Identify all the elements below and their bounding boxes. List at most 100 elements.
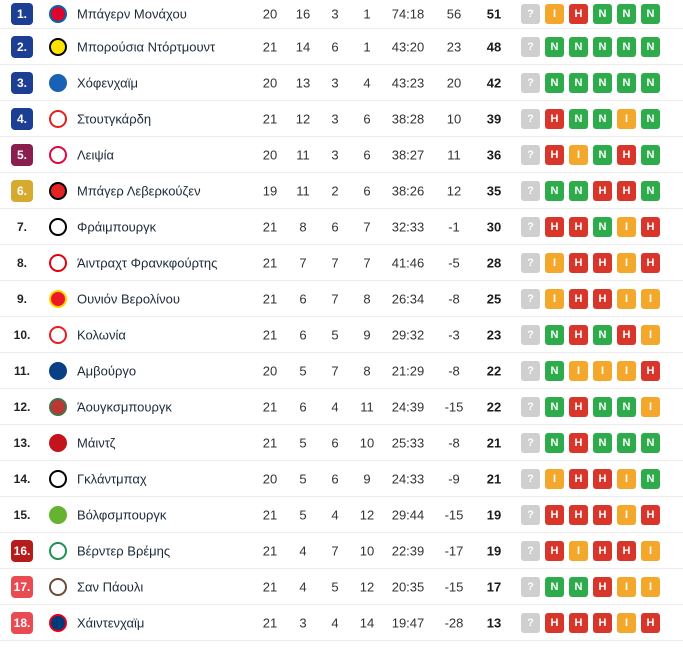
form-result-badge[interactable]: N xyxy=(545,72,564,93)
form-result-badge[interactable]: N xyxy=(593,4,612,24)
form-result-badge[interactable]: I xyxy=(617,612,636,633)
form-result-badge[interactable]: H xyxy=(593,504,612,525)
team-name-link[interactable]: Γκλάντμπαχ xyxy=(77,471,147,486)
team-name-link[interactable]: Μπορούσια Ντόρτμουντ xyxy=(77,39,216,54)
form-result-badge[interactable]: N xyxy=(593,108,612,129)
team-name-link[interactable]: Αμβούργο xyxy=(77,363,137,378)
form-result-badge[interactable]: H xyxy=(641,360,660,381)
table-row[interactable]: 3. Χόφενχαϊμ 20 13 3 4 43:23 20 42? N N N N N xyxy=(0,65,683,101)
form-result-badge[interactable]: H xyxy=(593,540,612,561)
next-match-badge[interactable]: ? xyxy=(521,108,540,129)
form-result-badge[interactable]: I xyxy=(617,252,636,273)
form-result-badge[interactable]: N xyxy=(593,216,612,237)
form-result-badge[interactable]: N xyxy=(545,180,564,201)
form-result-badge[interactable]: N xyxy=(617,4,636,24)
form-result-badge[interactable]: N xyxy=(641,432,660,453)
form-result-badge[interactable]: N xyxy=(617,396,636,417)
next-match-badge[interactable]: ? xyxy=(521,576,540,597)
form-result-badge[interactable]: I xyxy=(569,144,588,165)
team-name-link[interactable]: Σαν Πάουλι xyxy=(77,579,144,594)
form-result-badge[interactable]: I xyxy=(641,324,660,345)
team-name-link[interactable]: Μπάγερ Λεβερκούζεν xyxy=(77,183,201,198)
form-result-badge[interactable]: N xyxy=(545,324,564,345)
next-match-badge[interactable]: ? xyxy=(521,612,540,633)
form-result-badge[interactable]: N xyxy=(641,36,660,57)
form-result-badge[interactable]: H xyxy=(545,540,564,561)
team-name-link[interactable]: Στουτγκάρδη xyxy=(77,111,152,126)
form-result-badge[interactable]: I xyxy=(545,252,564,273)
form-result-badge[interactable]: H xyxy=(569,216,588,237)
team-name-link[interactable]: Άιντραχτ Φρανκφούρτης xyxy=(77,255,218,270)
form-result-badge[interactable]: I xyxy=(545,468,564,489)
form-result-badge[interactable]: H xyxy=(545,108,564,129)
next-match-badge[interactable]: ? xyxy=(521,504,540,525)
form-result-badge[interactable]: H xyxy=(617,324,636,345)
form-result-badge[interactable]: I xyxy=(617,576,636,597)
table-row[interactable]: 6. Μπάγερ Λεβερκούζεν 19 11 2 6 38:26 12 35? N N H H… xyxy=(0,173,683,209)
form-result-badge[interactable]: N xyxy=(569,36,588,57)
form-result-badge[interactable]: N xyxy=(545,36,564,57)
form-result-badge[interactable]: I xyxy=(617,108,636,129)
form-result-badge[interactable]: I xyxy=(593,360,612,381)
form-result-badge[interactable]: H xyxy=(593,252,612,273)
form-result-badge[interactable]: I xyxy=(617,360,636,381)
form-result-badge[interactable]: I xyxy=(641,288,660,309)
next-match-badge[interactable]: ? xyxy=(521,432,540,453)
form-result-badge[interactable]: N xyxy=(545,432,564,453)
team-name-link[interactable]: Μπάγερν Μονάχου xyxy=(77,6,187,22)
form-result-badge[interactable]: I xyxy=(569,360,588,381)
form-result-badge[interactable]: H xyxy=(569,612,588,633)
next-match-badge[interactable]: ? xyxy=(521,540,540,561)
team-name-link[interactable]: Βόλφσμπουργκ xyxy=(77,507,167,522)
table-row[interactable]: 9. Ουνιόν Βερολίνου 21 6 7 8 26:34 -8 25? I H H I I xyxy=(0,281,683,317)
form-result-badge[interactable]: N xyxy=(545,360,564,381)
form-result-badge[interactable]: H xyxy=(617,144,636,165)
form-result-badge[interactable]: H xyxy=(641,252,660,273)
form-result-badge[interactable]: I xyxy=(617,468,636,489)
form-result-badge[interactable]: N xyxy=(593,324,612,345)
next-match-badge[interactable]: ? xyxy=(521,216,540,237)
next-match-badge[interactable]: ? xyxy=(521,288,540,309)
table-row[interactable]: 12. Άουγκσμπουργκ 21 6 4 11 24:39 -15 22? N H N N I xyxy=(0,389,683,425)
next-match-badge[interactable]: ? xyxy=(521,360,540,381)
form-result-badge[interactable]: N xyxy=(617,72,636,93)
form-result-badge[interactable]: H xyxy=(617,540,636,561)
table-row[interactable]: 2. Μπορούσια Ντόρτμουντ 21 14 6 1 43:20 23 48? N N… xyxy=(0,29,683,65)
form-result-badge[interactable]: H xyxy=(545,144,564,165)
form-result-badge[interactable]: N xyxy=(593,72,612,93)
next-match-badge[interactable]: ? xyxy=(521,72,540,93)
form-result-badge[interactable]: N xyxy=(569,180,588,201)
table-row[interactable]: 1. Μπάγερν Μονάχου 20 16 3 1 74:18 56 51? I H N N N xyxy=(0,0,683,29)
next-match-badge[interactable]: ? xyxy=(521,144,540,165)
team-name-link[interactable]: Ουνιόν Βερολίνου xyxy=(77,291,181,306)
next-match-badge[interactable]: ? xyxy=(521,396,540,417)
form-result-badge[interactable]: N xyxy=(641,108,660,129)
form-result-badge[interactable]: N xyxy=(593,36,612,57)
form-result-badge[interactable]: N xyxy=(641,72,660,93)
team-name-link[interactable]: Άουγκσμπουργκ xyxy=(77,399,172,414)
team-name-link[interactable]: Χάιντενχαϊμ xyxy=(77,615,145,630)
team-name-link[interactable]: Φράιμπουργκ xyxy=(77,219,157,234)
form-result-badge[interactable]: N xyxy=(545,576,564,597)
form-result-badge[interactable]: I xyxy=(641,576,660,597)
next-match-badge[interactable]: ? xyxy=(521,252,540,273)
table-row[interactable]: 16. Βέρντερ Βρέμης 21 4 7 10 22:39 -17 19? H I H H I xyxy=(0,533,683,569)
form-result-badge[interactable]: H xyxy=(569,4,588,24)
table-row[interactable]: 11. Αμβούργο 20 5 7 8 21:29 -8 22? N I I I H xyxy=(0,353,683,389)
table-row[interactable]: 13. Μάιντζ 21 5 6 10 25:33 -8 21? N H N N N xyxy=(0,425,683,461)
table-row[interactable]: 5. Λειψία 20 11 3 6 38:27 11 36? H I N H N xyxy=(0,137,683,173)
form-result-badge[interactable]: H xyxy=(593,612,612,633)
form-result-badge[interactable]: N xyxy=(545,396,564,417)
form-result-badge[interactable]: H xyxy=(569,432,588,453)
form-result-badge[interactable]: H xyxy=(593,576,612,597)
next-match-badge[interactable]: ? xyxy=(521,324,540,345)
team-name-link[interactable]: Βέρντερ Βρέμης xyxy=(77,543,171,558)
next-match-badge[interactable]: ? xyxy=(521,4,540,24)
form-result-badge[interactable]: I xyxy=(617,288,636,309)
form-result-badge[interactable]: N xyxy=(593,144,612,165)
form-result-badge[interactable]: H xyxy=(641,504,660,525)
table-row[interactable]: 4. Στουτγκάρδη 21 12 3 6 38:28 10 39? H N N I N xyxy=(0,101,683,137)
next-match-badge[interactable]: ? xyxy=(521,180,540,201)
team-name-link[interactable]: Χόφενχαϊμ xyxy=(77,75,138,90)
table-row[interactable]: 8. Άιντραχτ Φρανκφούρτης 21 7 7 7 41:46 -5 28? I H… xyxy=(0,245,683,281)
